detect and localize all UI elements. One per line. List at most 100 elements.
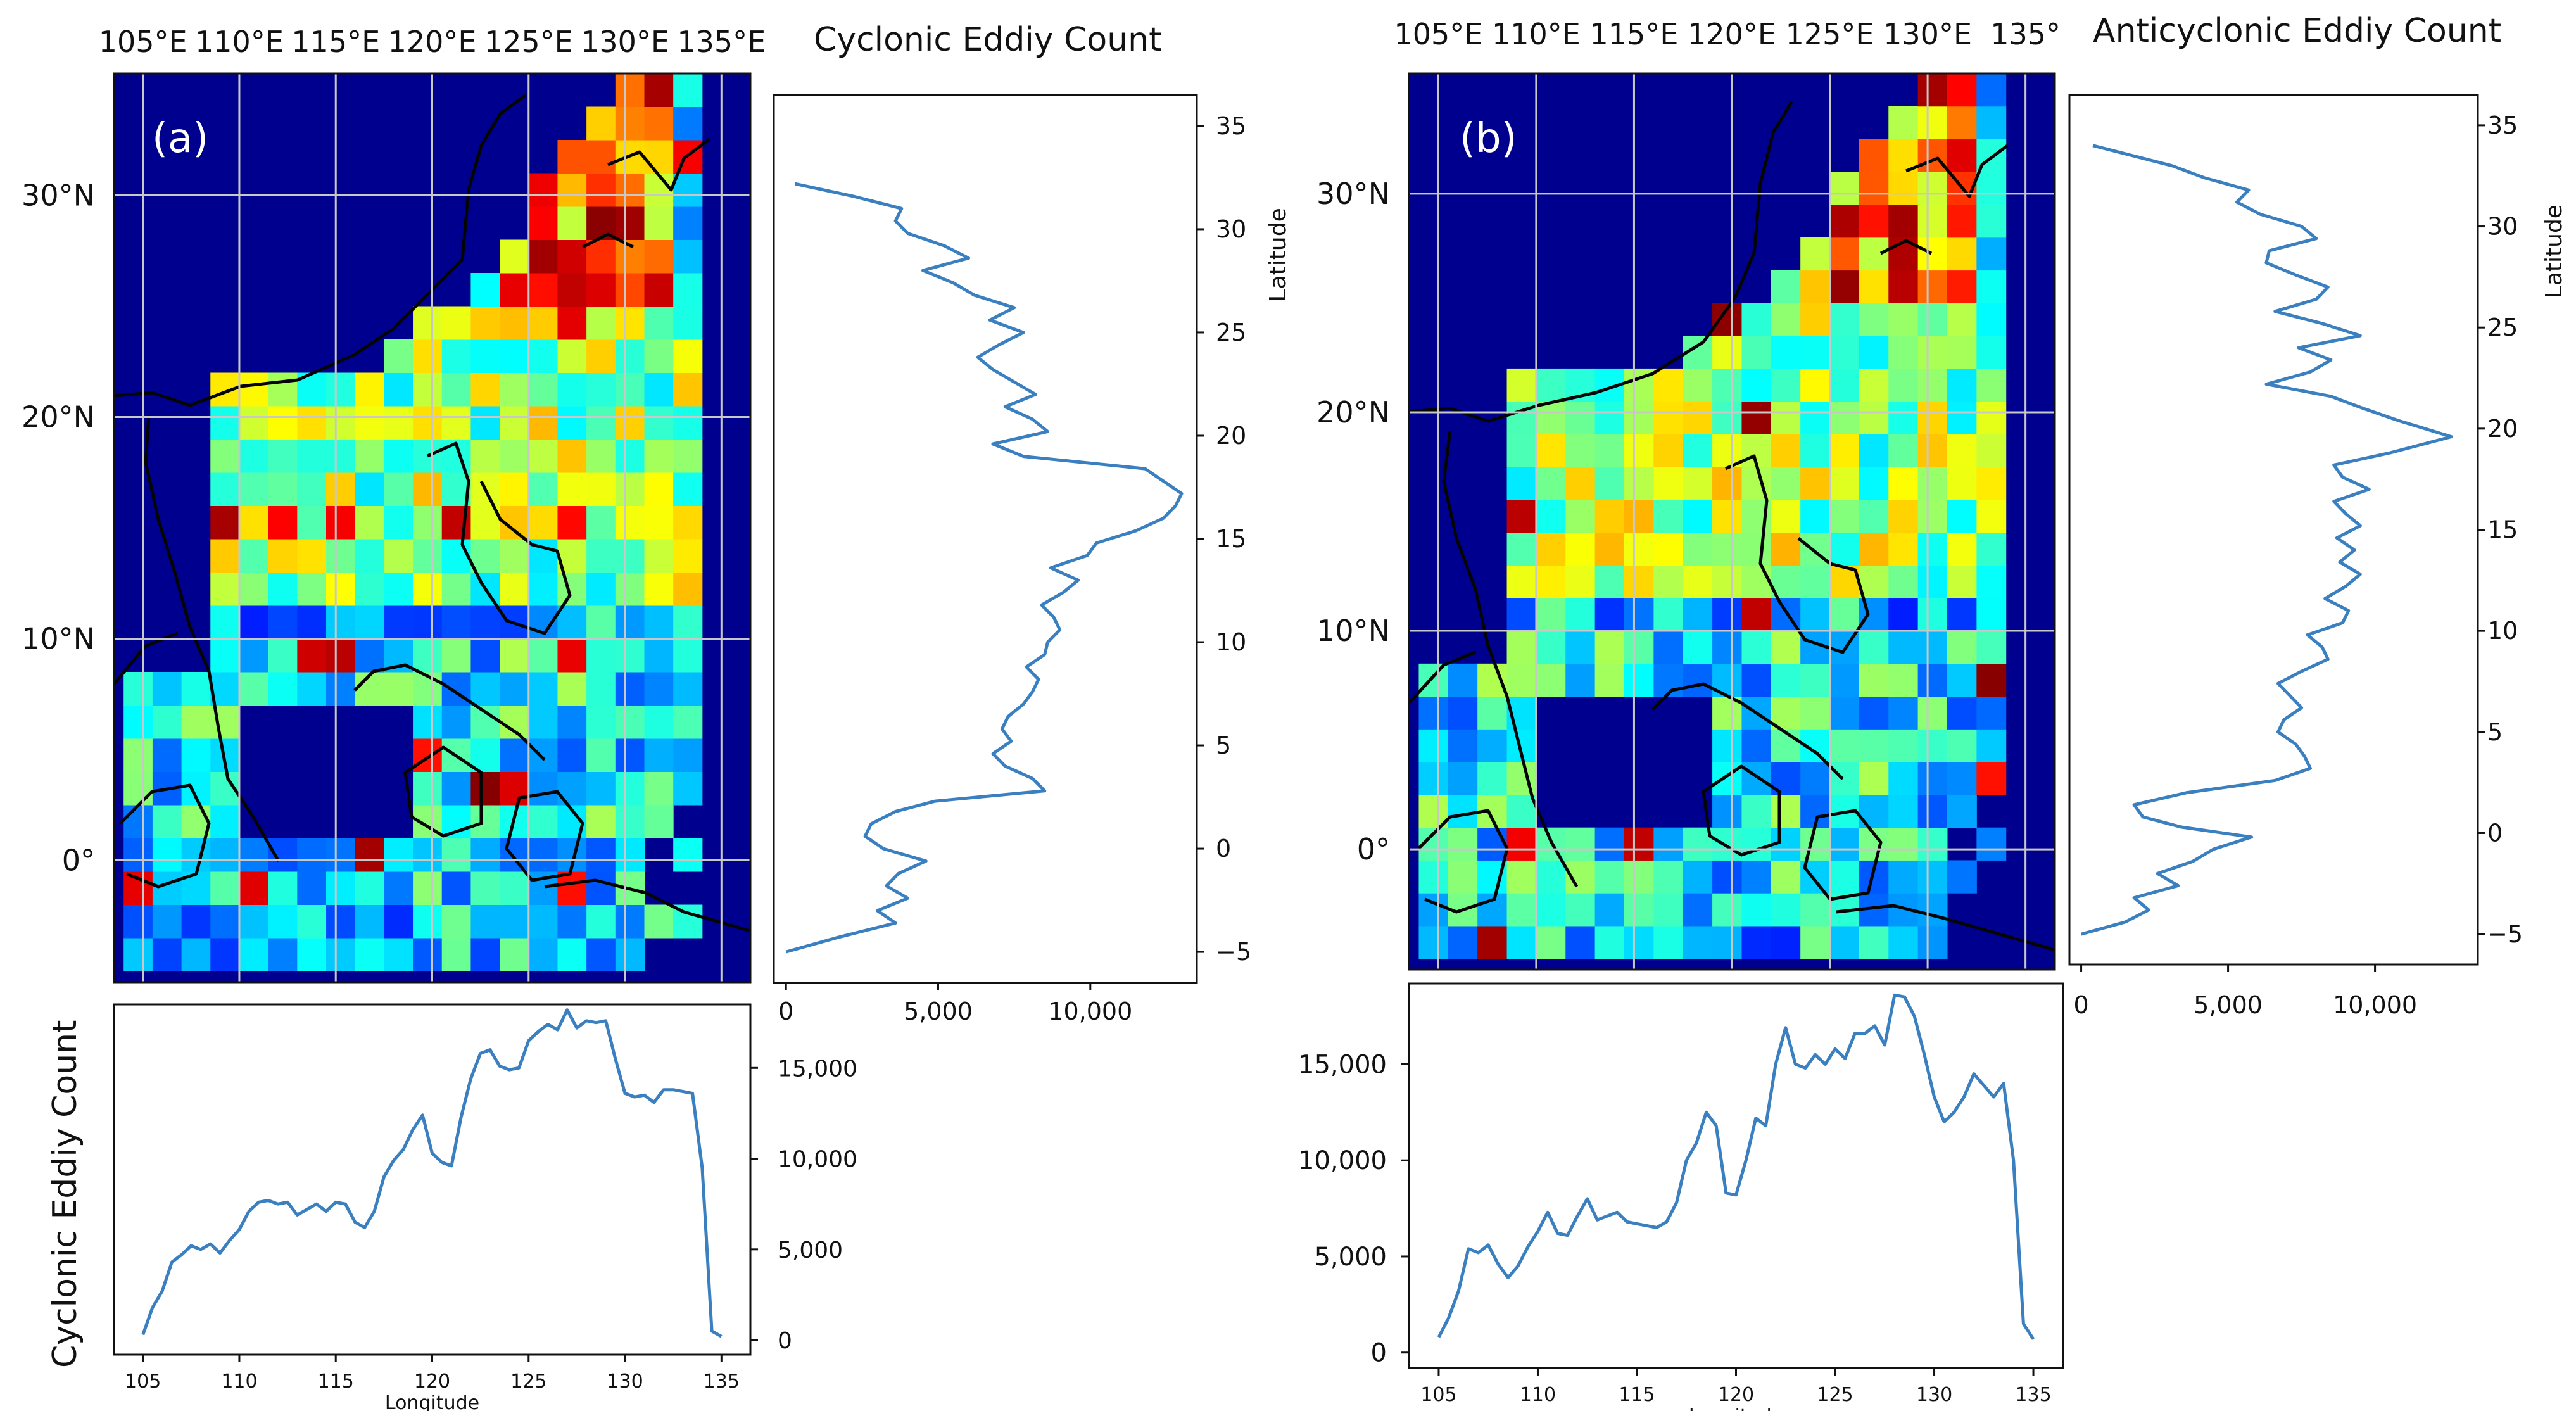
heatmap-cell [1448,794,1478,828]
heatmap-cell [644,339,674,373]
heatmap-cell [297,605,327,639]
heatmap-cell [557,140,587,174]
heatmap-cell [615,938,645,971]
heatmap-cell [1771,794,1801,828]
heatmap-cell [586,273,616,307]
heatmap-cell [1947,106,1977,140]
lat-tick-label: 30°N [1316,177,1390,211]
heatmap-cell [1506,925,1537,959]
heatmap-cell [615,539,645,573]
heatmap-cell [1624,631,1654,664]
y-tick-label: 30 [2487,213,2518,241]
heatmap-cell [1829,172,1860,205]
heatmap-cell [441,638,471,673]
heatmap-cell [268,605,298,639]
heatmap-cell [297,439,327,473]
heatmap-cell [1653,434,1684,467]
heatmap-cell [500,239,529,274]
heatmap-cell [1506,434,1537,467]
heatmap-cell [673,106,703,141]
lat-tick-label: 10°N [22,622,95,656]
heatmap-cell [268,938,298,971]
heatmap-cell [1536,663,1566,697]
heatmap-cell [1859,696,1889,730]
heatmap-cell [1771,860,1801,894]
heatmap-cell [1829,532,1860,566]
heatmap-cell [268,572,298,606]
heatmap-cell [1565,467,1596,500]
heatmap-cell [181,738,211,772]
heatmap-cell [470,406,500,440]
heatmap-cell [355,638,384,673]
heatmap-cell [297,838,327,872]
heatmap-cell [1829,434,1860,467]
heatmap-cell [297,472,327,506]
heatmap-cell [615,439,645,473]
heatmap-cell [413,871,443,905]
heatmap-cell [1506,368,1537,402]
heatmap-cell [557,938,587,971]
heatmap-cell [326,605,356,639]
heatmap-cell [1947,631,1977,664]
heatmap-cell [1888,696,1919,730]
heatmap-cell [297,871,327,905]
heatmap-cell [1976,631,2007,664]
heatmap-cell [441,372,471,407]
heatmap-cell [1888,925,1919,959]
y-tick-label: 30 [1216,215,1246,243]
heatmap-b: (b) 105°E 110°E 115°E 120°E 125°E 130°E 135° 3… [1316,17,2061,971]
heatmap-cell [1859,631,1889,664]
heatmap-cell [470,605,500,639]
heatmap-cell [384,904,414,939]
panel-b-label: (b) [1460,115,1517,162]
heatmap-cell [1829,401,1860,434]
heatmap-cell [1741,303,1772,336]
heatmap-cell [1448,860,1478,894]
heatmap-cell [1506,860,1537,894]
y-tick-label: 20 [2487,415,2518,443]
heatmap-cell [1741,663,1772,697]
heatmap-cell [413,638,443,673]
heatmap-cell [441,306,471,340]
heatmap-cell [1624,663,1654,697]
heatmap-cell [1829,336,1860,369]
heatmap-cell [413,705,443,739]
panel-a: (a) 105°E 110°E 115°E 120°E 125°E 130°E 135°E … [22,21,1291,1411]
heatmap-cell [1859,368,1889,402]
heatmap-cell [1653,467,1684,500]
heatmap-cell [355,505,384,540]
heatmap-cell [384,406,414,440]
heatmap-cell [441,838,471,872]
heatmap-cell [1653,368,1684,402]
heatmap-cell [1771,631,1801,664]
heatmap-a-gridlines [114,73,750,982]
heatmap-a-frame [113,72,752,984]
heatmap-cell [1888,565,1919,598]
heatmap-cell [1917,336,1948,369]
heatmap-cell [441,771,471,806]
heatmap-cell [1536,368,1566,402]
lon-tick-label: 135°E [677,25,766,59]
heatmap-cell [1829,499,1860,533]
heatmap-cell [644,106,674,141]
heatmap-cell [326,572,356,606]
y-tick-label: 35 [1216,112,1246,140]
heatmap-cell [413,605,443,639]
heatmap-cell [355,672,384,706]
heatmap-cell [152,672,182,706]
heatmap-cell [528,406,558,440]
heatmap-cell [615,904,645,939]
heatmap-cell [1712,893,1742,927]
heatmap-cell [1594,893,1625,927]
heatmap-cell [1888,762,1919,795]
y-tick-label: 0 [1371,1339,1387,1368]
heatmap-cell [441,904,471,939]
heatmap-cell [1536,893,1566,927]
heatmap-cell [355,372,384,407]
heatmap-cell [1506,893,1537,927]
heatmap-cell [1565,499,1596,533]
lat-tick-label: 20°N [22,400,95,434]
lon-tick-label: 125°E [1786,17,1874,51]
heatmap-cell [586,638,616,673]
heatmap-cell [673,539,703,573]
